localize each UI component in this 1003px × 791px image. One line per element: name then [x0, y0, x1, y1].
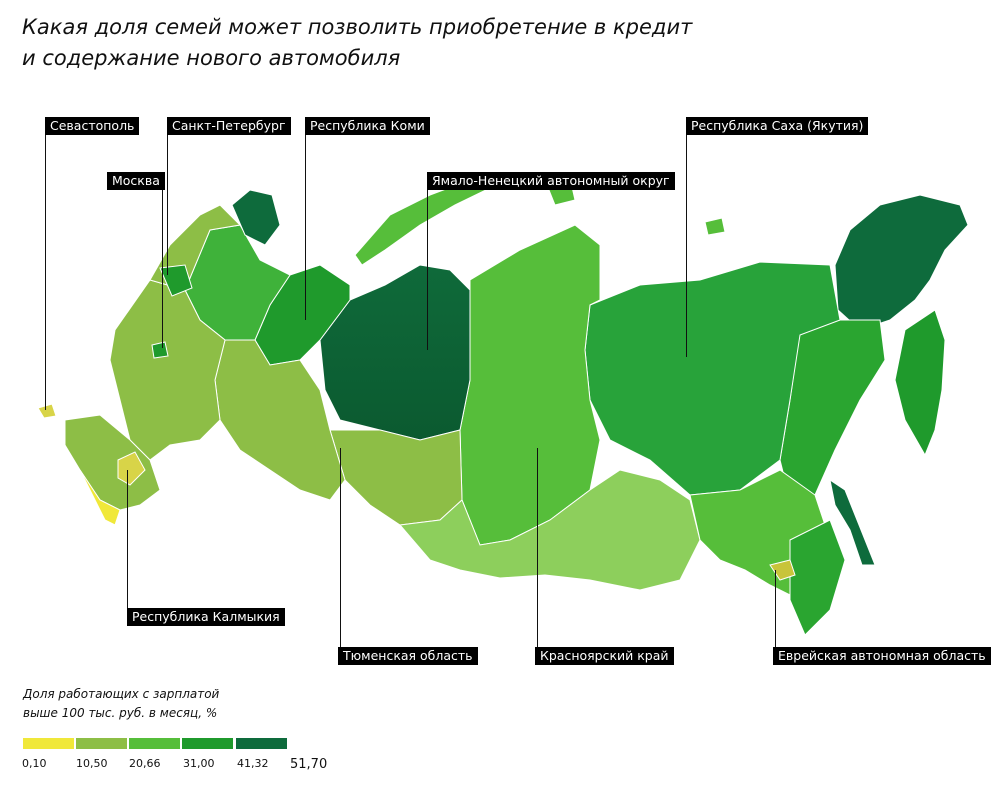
region-central — [109, 279, 226, 461]
region-kamchatka — [894, 309, 946, 457]
region-sevastopol — [37, 403, 57, 419]
leader-jewish-ao — [775, 570, 776, 648]
leader-komi — [305, 135, 306, 320]
region-wrangel — [704, 217, 726, 236]
region-yakutia — [584, 261, 841, 496]
legend-swatch-5 — [236, 738, 287, 749]
region-novaya-zemlya — [354, 179, 492, 266]
region-murmansk — [231, 189, 281, 246]
callout-komi: Республика Коми — [305, 117, 430, 135]
region-st-petersburg — [159, 264, 193, 297]
legend-title-line-1: Доля работающих с зарплатой — [23, 687, 220, 701]
region-caucasus — [79, 469, 121, 526]
callout-sevastopol: Севастополь — [45, 117, 140, 135]
legend-tick-2: 10,50 — [76, 757, 108, 770]
region-tyumen — [329, 429, 463, 526]
title-line-1: Какая доля семей может позволить приобре… — [22, 15, 693, 39]
title-line-2: и содержание нового автомобиля — [22, 46, 401, 70]
region-primorye — [789, 519, 846, 636]
leader-moscow — [162, 190, 163, 348]
region-yamal — [319, 264, 471, 441]
callout-yamal: Ямало-Ненецкий автономный округ — [427, 172, 675, 190]
leader-st-petersburg — [167, 135, 168, 275]
legend-tick-1: 0,10 — [22, 757, 47, 770]
legend-swatch-2 — [76, 738, 127, 749]
leader-sevastopol — [45, 135, 46, 410]
callout-krasnoyarsk: Красноярский край — [535, 647, 674, 665]
callout-jewish-ao: Еврейская автономная область — [773, 647, 991, 665]
legend-tick-6: 51,70 — [290, 757, 328, 772]
legend-swatch-3 — [129, 738, 180, 749]
callout-tyumen: Тюменская область — [338, 647, 478, 665]
legend-swatch-4 — [182, 738, 233, 749]
callout-yakutia: Республика Саха (Якутия) — [686, 117, 869, 135]
leader-yamal — [427, 190, 428, 350]
leader-tyumen — [340, 448, 341, 648]
legend-tick-3: 20,66 — [129, 757, 161, 770]
legend-title-line-2: выше 100 тыс. руб. в месяц, % — [23, 706, 218, 720]
callout-st-petersburg: Санкт-Петербург — [167, 117, 291, 135]
callout-moscow: Москва — [107, 172, 165, 190]
region-moscow — [151, 341, 169, 359]
region-urals — [214, 339, 346, 501]
region-far-northeast — [834, 194, 969, 331]
region-krasnoyarsk — [459, 224, 601, 546]
region-south-siberia — [399, 469, 701, 591]
legend-title: Доля работающих с зарплатой выше 100 тыс… — [23, 685, 219, 723]
region-kalmykia — [117, 451, 146, 486]
map-title: Какая доля семей может позволить приобре… — [22, 12, 722, 74]
region-sakhalin — [829, 478, 876, 566]
region-south — [64, 414, 161, 511]
leader-krasnoyarsk — [537, 448, 538, 648]
legend-tick-5: 41,32 — [237, 757, 269, 770]
legend-tick-4: 31,00 — [183, 757, 215, 770]
leader-yakutia — [686, 135, 687, 357]
callout-kalmykia: Республика Калмыкия — [127, 608, 285, 626]
legend-swatch-1 — [23, 738, 74, 749]
leader-kalmykia — [127, 470, 128, 608]
region-jewish-ao — [769, 559, 796, 581]
